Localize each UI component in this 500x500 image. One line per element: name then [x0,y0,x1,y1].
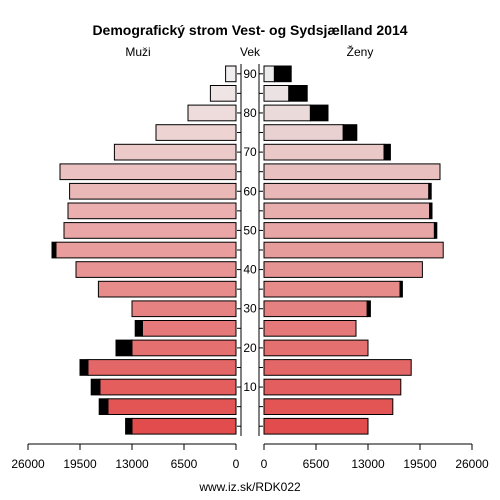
male-excess-5-9 [98,398,109,415]
footer-url: www.iz.sk/RDK022 [198,480,301,494]
age-tick-label: 70 [243,145,257,159]
male-bar-90+ [225,65,237,83]
male-bar-40-44 [75,261,237,278]
male-bar-5-9 [107,398,237,415]
right-x-tick-label: 13000 [351,457,385,471]
female-bar-60-64 [263,182,430,200]
male-bar-15-19 [87,359,237,376]
female-bar-0-4 [263,417,369,435]
male-bar-20-24 [131,339,237,357]
female-excess-55-59 [429,202,433,220]
female-excess-75-79 [342,124,358,141]
female-excess-30-34 [366,300,371,318]
right-x-tick-label: 19500 [403,457,437,471]
age-tick-label: 20 [243,341,257,355]
female-excess-90+ [273,65,292,83]
left-x-tick-label: 0 [233,457,240,471]
female-bar-15-19 [263,359,412,376]
female-excess-85-89 [288,85,308,102]
age-tick-label: 90 [243,67,257,81]
male-bar-50-54 [63,222,237,239]
male-excess-0-4 [125,417,133,435]
bars-group [51,65,444,435]
male-bar-25-29 [141,320,237,337]
age-tick-label: 30 [243,302,257,316]
female-excess-70-74 [383,143,391,161]
male-bar-35-39 [97,280,237,298]
left-x-tick-label: 13000 [115,457,149,471]
right-x-tick-label: 26000 [455,457,489,471]
female-excess-35-39 [399,280,403,298]
male-bar-60-64 [69,182,237,200]
left-x-tick-label: 19500 [63,457,97,471]
male-bar-70-74 [113,143,237,161]
female-bar-10-14 [263,378,402,396]
male-bar-30-34 [131,300,237,318]
male-bar-80-84 [187,104,237,122]
age-tick-label: 40 [243,263,257,277]
center-label: Vek [240,45,261,59]
left-label: Muži [125,45,150,59]
female-bar-55-59 [263,202,431,220]
female-bar-20-24 [263,339,369,357]
male-excess-20-24 [115,339,133,357]
age-tick-label: 50 [243,223,257,237]
male-bar-45-49 [55,241,237,259]
male-bar-85-89 [209,85,237,102]
chart-title: Demografický strom Vest- og Sydsjælland … [92,22,407,38]
female-bar-70-74 [263,143,385,161]
right-label: Ženy [347,44,374,59]
female-bar-50-54 [263,222,435,239]
axes-group: 26000 19500 13000 6500 0 0 6500 13000 19500 26000… [11,64,489,471]
female-bar-85-89 [263,85,290,102]
male-excess-25-29 [134,320,143,337]
female-bar-30-34 [263,300,368,318]
male-bar-65-69 [59,163,237,181]
female-bar-90+ [263,65,275,83]
age-tick-label: 10 [243,380,257,394]
female-bar-45-49 [263,241,444,259]
male-bar-55-59 [67,202,237,220]
female-bar-75-79 [263,124,344,141]
age-tick-label: 60 [243,184,257,198]
male-bar-10-14 [99,378,237,396]
male-bar-75-79 [155,124,237,141]
male-excess-15-19 [79,359,89,376]
right-x-tick-label: 0 [261,457,268,471]
left-x-tick-label: 6500 [171,457,198,471]
male-excess-10-14 [90,378,101,396]
male-bar-0-4 [131,417,237,435]
female-bar-5-9 [263,398,394,415]
female-bar-65-69 [263,163,441,181]
female-bar-40-44 [263,261,423,278]
right-x-tick-label: 6500 [303,457,330,471]
female-excess-80-84 [309,104,329,122]
female-excess-50-54 [433,222,438,239]
male-excess-45-49 [51,241,57,259]
female-bar-25-29 [263,320,357,337]
female-bar-80-84 [263,104,311,122]
left-x-tick-label: 26000 [11,457,45,471]
female-bar-35-39 [263,280,401,298]
female-excess-60-64 [428,182,432,200]
age-tick-label: 80 [243,106,257,120]
